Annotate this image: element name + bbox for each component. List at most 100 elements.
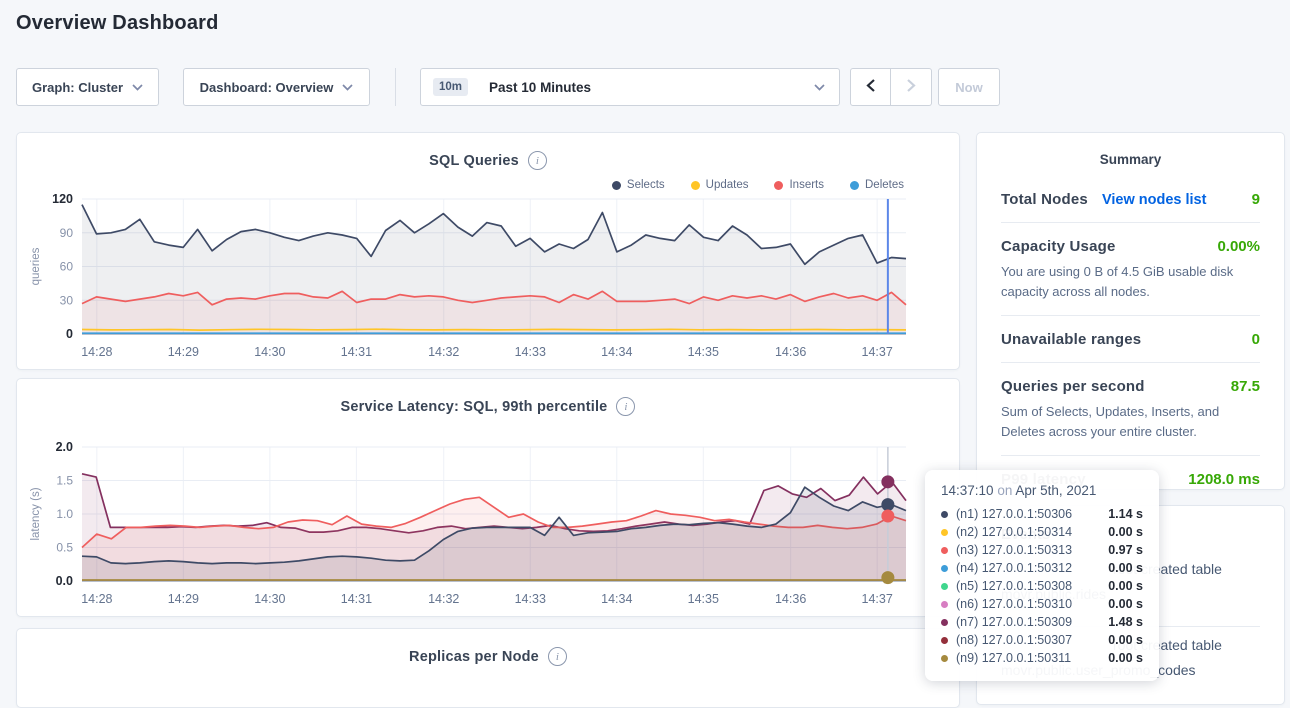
tooltip-node-row: (n3) 127.0.0.1:50313 0.97 s (941, 541, 1143, 559)
svg-text:14:33: 14:33 (515, 345, 546, 359)
service-latency-chart[interactable]: 14:28 14:29 14:30 14:31 14:32 14:33 14:34 14:35… (17, 431, 961, 603)
svg-text:queries: queries (30, 247, 42, 285)
unavailable-ranges-value: 0 (1251, 331, 1260, 348)
capacity-usage-label: Capacity Usage (1001, 238, 1116, 255)
time-forward-button[interactable] (891, 68, 932, 106)
tooltip-node-row: (n1) 127.0.0.1:50306 1.14 s (941, 505, 1143, 523)
node-address: (n5) 127.0.0.1:50308 (956, 579, 1073, 593)
svg-text:14:34: 14:34 (601, 345, 632, 359)
legend-label: Updates (705, 179, 749, 191)
service-latency-title: Service Latency: SQL, 99th percentile (340, 398, 608, 415)
svg-text:14:37: 14:37 (862, 345, 893, 359)
svg-text:14:28: 14:28 (81, 592, 112, 603)
node-address: (n6) 127.0.0.1:50310 (956, 597, 1073, 611)
time-range-dropdown[interactable]: 10m Past 10 Minutes (420, 68, 840, 106)
node-latency-value: 1.48 s (1108, 615, 1143, 629)
view-nodes-list-link[interactable]: View nodes list (1101, 192, 1207, 208)
qps-value: 87.5 (1230, 378, 1260, 395)
svg-text:14:35: 14:35 (688, 345, 719, 359)
svg-text:14:29: 14:29 (168, 345, 199, 359)
controls-divider (395, 68, 396, 106)
svg-text:0: 0 (66, 327, 73, 341)
chevron-right-icon (906, 78, 917, 96)
node-color-dot-icon (941, 528, 948, 536)
qps-label: Queries per second (1001, 378, 1145, 395)
svg-text:2.0: 2.0 (56, 440, 73, 454)
node-color-dot-icon (941, 600, 948, 608)
time-nav-group (850, 68, 932, 106)
summary-row-qps: Queries per second 87.5 Sum of Selects, … (1001, 362, 1260, 455)
svg-text:0.0: 0.0 (56, 574, 73, 588)
svg-text:60: 60 (60, 260, 74, 274)
info-icon[interactable]: i (547, 647, 567, 666)
page-title: Overview Dashboard (16, 12, 219, 34)
sql-queries-legend: Selects Updates Inserts Deletes (611, 179, 904, 191)
tooltip-node-row: (n9) 127.0.0.1:50311 0.00 s (941, 649, 1143, 667)
tooltip-node-row: (n4) 127.0.0.1:50312 0.00 s (941, 559, 1143, 577)
sql-queries-panel: SQL Queries i Selects Updates Inserts Delet… (16, 132, 960, 370)
node-address: (n1) 127.0.0.1:50306 (956, 507, 1073, 521)
svg-text:1.5: 1.5 (56, 474, 73, 488)
node-color-dot-icon (941, 582, 948, 590)
node-latency-value: 0.00 s (1108, 579, 1143, 593)
replicas-per-node-panel: Replicas per Node i (16, 628, 960, 708)
tooltip-node-row: (n5) 127.0.0.1:50308 0.00 s (941, 577, 1143, 595)
now-button[interactable]: Now (938, 68, 1000, 106)
svg-text:14:37: 14:37 (862, 592, 893, 603)
info-icon[interactable]: i (527, 151, 547, 170)
node-color-dot-icon (941, 564, 948, 572)
unavailable-ranges-label: Unavailable ranges (1001, 331, 1142, 348)
svg-text:90: 90 (60, 226, 74, 240)
summary-card: Summary Total Nodes View nodes list 9 Ca… (976, 132, 1285, 490)
legend-dot-icon (774, 180, 784, 190)
sql-queries-chart[interactable]: 14:28 14:29 14:30 14:31 14:32 14:33 14:34 14:35… (17, 187, 961, 365)
node-latency-value: 0.00 s (1108, 651, 1143, 665)
chevron-down-icon (132, 83, 143, 91)
qps-desc: Sum of Selects, Updates, Inserts, and De… (1001, 404, 1220, 439)
node-address: (n2) 127.0.0.1:50314 (956, 525, 1073, 539)
dashboard-dropdown[interactable]: Dashboard: Overview (183, 68, 370, 106)
total-nodes-value: 9 (1251, 191, 1260, 208)
p99-latency-value: 1208.0 ms (1188, 471, 1260, 488)
legend-label: Inserts (789, 179, 824, 191)
svg-text:14:36: 14:36 (775, 345, 806, 359)
chart-hover-tooltip: 14:37:10 on Apr 5th, 2021 (n1) 127.0.0.1… (925, 470, 1159, 681)
dashboard-dropdown-label: Dashboard: Overview (199, 79, 334, 95)
tooltip-node-row: (n6) 127.0.0.1:50310 0.00 s (941, 595, 1143, 613)
sql-queries-title: SQL Queries (429, 152, 519, 169)
chevron-down-icon (342, 83, 353, 91)
info-icon[interactable]: i (616, 397, 636, 416)
svg-text:14:29: 14:29 (168, 592, 199, 603)
graph-dropdown[interactable]: Graph: Cluster (16, 68, 159, 106)
legend-item-updates[interactable]: Updates (690, 179, 749, 191)
legend-label: Selects (626, 179, 665, 191)
svg-text:14:34: 14:34 (601, 592, 632, 603)
node-latency-value: 0.00 s (1108, 597, 1143, 611)
node-address: (n4) 127.0.0.1:50312 (956, 561, 1073, 575)
svg-text:14:28: 14:28 (81, 345, 112, 359)
node-latency-value: 0.00 s (1108, 633, 1143, 647)
node-latency-value: 0.00 s (1108, 525, 1143, 539)
svg-text:14:31: 14:31 (341, 345, 372, 359)
tooltip-node-row: (n2) 127.0.0.1:50314 0.00 s (941, 523, 1143, 541)
svg-text:14:32: 14:32 (428, 345, 459, 359)
svg-text:14:30: 14:30 (254, 592, 285, 603)
svg-text:0.5: 0.5 (56, 541, 73, 555)
node-address: (n9) 127.0.0.1:50311 (956, 651, 1072, 665)
replicas-per-node-title: Replicas per Node (409, 648, 539, 665)
svg-text:30: 30 (60, 293, 74, 307)
dashboard-controls: Graph: Cluster Dashboard: Overview 10m P… (0, 68, 1290, 106)
legend-label: Deletes (865, 179, 904, 191)
node-address: (n8) 127.0.0.1:50307 (956, 633, 1073, 647)
legend-item-selects[interactable]: Selects (611, 179, 665, 191)
node-address: (n3) 127.0.0.1:50313 (956, 543, 1073, 557)
legend-item-deletes[interactable]: Deletes (850, 179, 904, 191)
node-color-dot-icon (941, 510, 948, 518)
svg-text:14:35: 14:35 (688, 592, 719, 603)
tooltip-node-row: (n7) 127.0.0.1:50309 1.48 s (941, 613, 1143, 631)
total-nodes-label: Total Nodes (1001, 191, 1088, 208)
time-back-button[interactable] (850, 68, 891, 106)
legend-item-inserts[interactable]: Inserts (774, 179, 824, 191)
svg-text:120: 120 (52, 192, 73, 206)
node-latency-value: 0.00 s (1108, 561, 1143, 575)
